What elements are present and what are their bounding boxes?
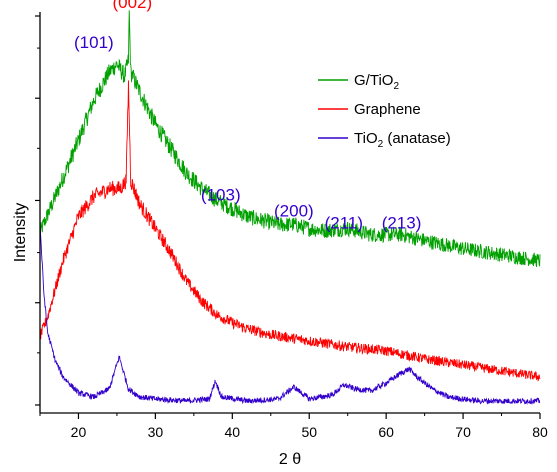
series-line-3 <box>39 224 541 405</box>
x-axis-title: 2 θ <box>279 451 301 468</box>
peak-label-6: (213) <box>382 214 422 233</box>
series-line-1 <box>39 10 541 267</box>
axes: 20 30 40 50 60 70 80 <box>35 12 548 440</box>
peak-label-1: (002) <box>112 0 152 12</box>
x-tick-label: 70 <box>455 424 471 440</box>
x-tick-label: 80 <box>532 424 548 440</box>
legend: G/TiO2 Graphene TiO2 (anatase) <box>318 72 451 150</box>
peak-annotations: (002) (101) (103) (200) (211) (213) <box>74 0 421 233</box>
legend-entry: G/TiO2 <box>354 72 399 92</box>
x-tick-label: 30 <box>148 424 164 440</box>
x-tick-label: 20 <box>71 424 87 440</box>
peak-label-3: (103) <box>201 185 241 204</box>
legend-entry: Graphene <box>354 101 421 118</box>
series-line-2 <box>39 80 541 382</box>
x-tick-label: 40 <box>225 424 241 440</box>
peak-label-2: (101) <box>74 33 114 52</box>
series-layer <box>39 10 541 405</box>
peak-label-5: (211) <box>325 214 363 233</box>
x-tick-label: 50 <box>301 424 317 440</box>
x-tick-label: 60 <box>378 424 394 440</box>
legend-entry: TiO2 (anatase) <box>354 130 451 150</box>
y-axis-title: Intensity <box>12 203 29 263</box>
peak-label-4: (200) <box>274 202 314 221</box>
